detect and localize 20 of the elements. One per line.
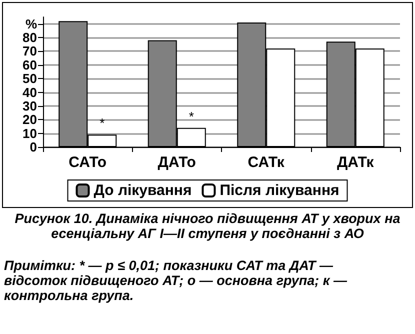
annotation: * bbox=[100, 116, 105, 131]
y-tick-label: 40 bbox=[22, 84, 37, 100]
y-tick-label: 60 bbox=[22, 57, 37, 72]
annotation: * bbox=[188, 108, 194, 124]
text: Рисунок 10. Динаміка нічного підвищення АТ у хворих на есенціальну АГ I—II ступеня у поєднанні з АО bbox=[14, 211, 402, 241]
y-tick-label: 80 bbox=[22, 30, 37, 46]
y-tick-label: 20 bbox=[22, 112, 37, 128]
x-tick-label: ДАТо bbox=[158, 154, 196, 171]
y-tick-label: 0 bbox=[30, 140, 37, 154]
x-tick-label: САТк bbox=[248, 154, 285, 171]
text: Примітки: * — p ≤ 0,01; показники САТ та ДАТ — відсоток підвищеного АТ; о — основна група; к — контрольна група. bbox=[4, 258, 348, 303]
x-tick-label: САТо bbox=[68, 154, 107, 171]
x-tick-label: ДАТк bbox=[336, 154, 374, 171]
legend-label: Після лікування bbox=[220, 182, 340, 199]
y-tick-label: 70 bbox=[22, 44, 37, 59]
y-tick-label: 10 bbox=[22, 126, 37, 141]
y-tick-label: 30 bbox=[22, 98, 37, 114]
y-tick-label: % bbox=[25, 16, 38, 32]
legend-label: До лікування bbox=[94, 182, 192, 199]
y-tick-label: 50 bbox=[22, 71, 37, 86]
